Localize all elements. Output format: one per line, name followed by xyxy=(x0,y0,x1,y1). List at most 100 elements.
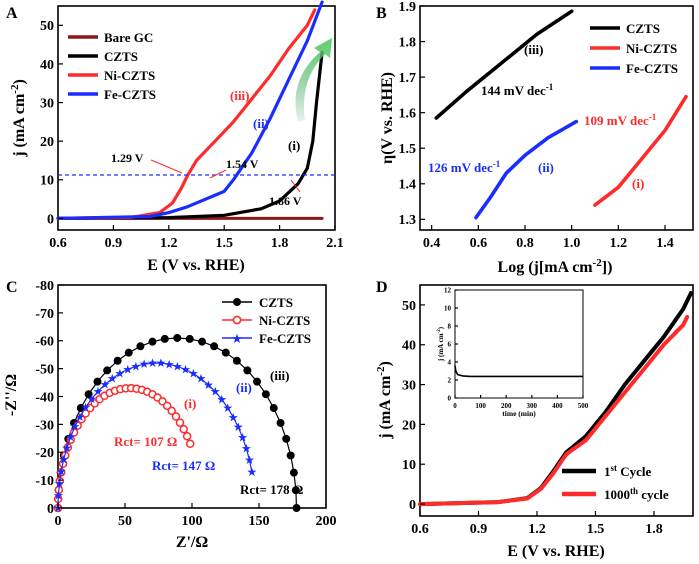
data-point-czts xyxy=(243,366,252,375)
y-tick-label: 1.8 xyxy=(399,35,417,50)
panel-c-x-ticks: 0 50 100 150 200 xyxy=(55,503,337,529)
x-tick-label: 1.2 xyxy=(160,236,178,251)
data-point-ni-czts xyxy=(167,406,176,416)
data-point-czts xyxy=(286,451,295,460)
y-tick-label: -50 xyxy=(35,363,54,378)
y-tick-label: -40 xyxy=(35,390,54,405)
legend-label-czts: CZTS xyxy=(104,49,138,64)
data-point-fe-czts: ★ xyxy=(100,377,111,391)
inset-series xyxy=(454,365,583,378)
data-point-fe-czts: ★ xyxy=(210,385,221,399)
y-tick-label: 1.9 xyxy=(399,0,417,15)
y-tick-label: 1.7 xyxy=(399,71,417,86)
data-point-czts xyxy=(124,348,133,357)
data-point-ni-czts xyxy=(179,424,188,434)
panel-c: ★★★★★★★★★★★★★★★★★★★★★★★★★★★★★★★★★★★ 0501… xyxy=(3,279,337,551)
data-point-fe-czts: ★ xyxy=(172,359,183,373)
annotation-c-i: (i) xyxy=(184,396,196,411)
annotation-rct-ni: Rct= 107 Ω xyxy=(114,434,177,449)
y-tick-label: 1.6 xyxy=(399,107,417,122)
legend-label-c-czts: CZTS xyxy=(259,295,293,310)
data-point-ni-czts xyxy=(162,401,172,411)
annotation-pointer-ni xyxy=(150,159,183,174)
legend-marker-c-ni xyxy=(232,315,242,325)
y-tick-label: -20 xyxy=(35,446,54,461)
legend-label-b-fe-czts: Fe-CZTS xyxy=(626,61,678,76)
panel-c-series: ★★★★★★★★★★★★★★★★★★★★★★★★★★★★★★★★★★★ xyxy=(53,333,301,515)
y-tick-label: 0 xyxy=(47,212,54,227)
annotation-c-iii: (iii) xyxy=(270,368,290,383)
series-line-fe-czts xyxy=(57,362,253,509)
panel-b-y-ticks: 1.3 1.4 1.5 1.6 1.7 1.8 1.9 xyxy=(399,0,425,228)
y-tick-label: 30 xyxy=(402,378,416,393)
data-point-czts xyxy=(84,390,93,399)
panel-a-trend-arrow xyxy=(295,38,332,122)
data-point-czts xyxy=(198,337,207,346)
data-point-czts xyxy=(289,468,298,477)
data-point-fe-czts: ★ xyxy=(139,357,150,371)
data-point-fe-czts: ★ xyxy=(188,367,199,381)
data-point-fe-czts: ★ xyxy=(155,356,166,370)
x-tick-label: 1.2 xyxy=(610,236,628,251)
data-point-czts xyxy=(136,342,145,351)
data-point-fe-czts: ★ xyxy=(115,366,126,380)
series-line-1000th-cycle xyxy=(418,314,690,507)
annotation-c-ii: (ii) xyxy=(236,380,252,395)
x-tick-label: 0.9 xyxy=(105,236,123,251)
panel-d-x-axis-label: E (V vs. RHE) xyxy=(507,543,605,560)
data-point-czts xyxy=(276,418,285,427)
x-tick-label: 0.6 xyxy=(49,236,67,251)
annotation-b-iii: (iii) xyxy=(524,42,544,57)
y-tick-label: 10 xyxy=(402,458,416,473)
panel-label-d: D xyxy=(376,279,388,296)
inset-y-axis-label: j (mA cm-2) xyxy=(437,326,445,362)
panel-b-frame xyxy=(419,5,694,231)
panel-b-x-ticks: 0.4 0.6 0.8 1.0 1.2 1.4 xyxy=(423,225,674,251)
data-point-czts xyxy=(160,334,169,343)
inset-x-axis-label: time (min) xyxy=(502,409,536,418)
data-point-fe-czts: ★ xyxy=(203,378,214,392)
annotation-b-ii: (ii) xyxy=(538,160,554,175)
x-tick-label: 2.1 xyxy=(326,236,344,251)
panel-label-a: A xyxy=(6,5,18,22)
data-point-fe-czts: ★ xyxy=(247,465,258,479)
x-tick-label: 1.8 xyxy=(271,236,289,251)
panel-b-y-axis-label: η(V vs. RHE) xyxy=(379,72,396,164)
annotation-b-tafel-fe: 126 mV dec-1 xyxy=(428,159,501,175)
y-tick-label: -80 xyxy=(35,279,54,294)
legend-label-bare-gc: Bare GC xyxy=(104,30,153,45)
x-tick-label: 0.8 xyxy=(516,236,534,251)
data-point-czts xyxy=(210,342,219,351)
series-line-fe-czts xyxy=(474,119,579,220)
inset-frame xyxy=(454,289,584,399)
panel-d-series xyxy=(418,291,693,507)
data-point-czts xyxy=(113,356,122,365)
annotation-rct-fe: Rct= 147 Ω xyxy=(152,458,215,473)
data-point-fe-czts: ★ xyxy=(93,384,104,398)
y-tick-label: 1.4 xyxy=(399,178,417,193)
x-tick-label: 0.6 xyxy=(411,522,429,537)
data-point-fe-czts: ★ xyxy=(147,356,158,370)
legend-marker-c-fe: ★ xyxy=(231,331,243,346)
y-tick-label: 0 xyxy=(409,498,416,513)
x-tick-label: 50 xyxy=(118,514,132,529)
annotation-onset-czts: 1.86 V xyxy=(269,194,302,208)
data-point-czts xyxy=(261,390,270,399)
data-point-czts xyxy=(292,504,301,512)
data-point-fe-czts: ★ xyxy=(216,392,227,406)
x-tick-label: 0 xyxy=(55,514,62,529)
annotation-curve-iii: (iii) xyxy=(230,88,250,103)
data-point-fe-czts: ★ xyxy=(122,362,133,376)
legend-label-c-ni: Ni-CZTS xyxy=(259,313,310,328)
data-point-fe-czts: ★ xyxy=(70,420,81,434)
data-point-fe-czts: ★ xyxy=(61,441,72,455)
y-tick-label: -70 xyxy=(35,307,54,322)
y-tick-label: 10 xyxy=(444,304,452,312)
data-point-fe-czts: ★ xyxy=(241,442,252,456)
data-point-ni-czts xyxy=(182,432,192,441)
data-point-fe-czts: ★ xyxy=(233,420,244,434)
panel-label-c: C xyxy=(6,279,18,296)
legend-label-d-thousandth: 1000th cycle xyxy=(604,486,669,502)
series-line-fe-czts xyxy=(56,0,324,220)
